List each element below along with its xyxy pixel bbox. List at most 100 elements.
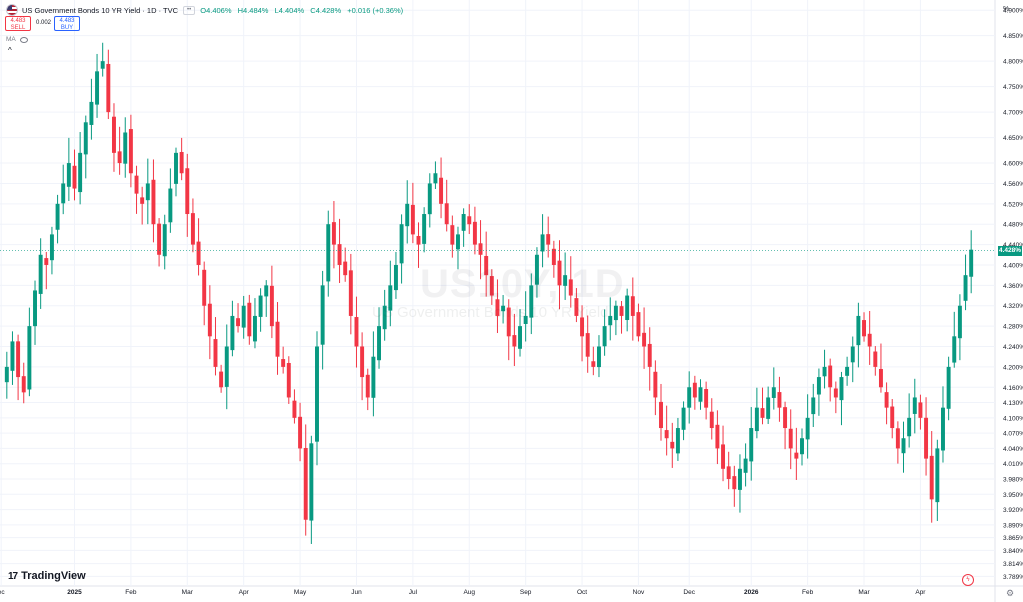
y-tick-label: 4.010%: [1003, 461, 1023, 468]
y-tick-label: 3.890%: [1003, 522, 1023, 529]
candle-body: [326, 224, 331, 282]
candle-body: [309, 443, 314, 521]
candle-body: [540, 234, 545, 252]
x-tick-label: May: [294, 589, 307, 596]
candle-body: [207, 303, 212, 337]
sell-price: 4.483: [10, 18, 26, 24]
candle-body: [44, 258, 49, 265]
collapse-icon[interactable]: ^: [8, 46, 12, 55]
tradingview-logo-icon: 17: [8, 570, 18, 582]
candle-body: [100, 61, 105, 69]
candle-body: [783, 407, 788, 429]
candle-body: [574, 298, 579, 316]
candle-body: [709, 411, 714, 429]
candle-body: [935, 448, 940, 503]
candle-body: [642, 332, 647, 347]
y-tick-label: 4.280%: [1003, 324, 1023, 331]
gear-icon[interactable]: ⚙: [1006, 588, 1015, 598]
tradingview-logo[interactable]: 17 TradingView: [8, 570, 86, 582]
candle-body: [726, 466, 731, 479]
candle-body: [168, 188, 173, 223]
candle-body: [760, 408, 765, 418]
candle-body: [636, 312, 641, 337]
watermark-symbol: US10Y, 1D: [420, 262, 625, 306]
candle-body: [478, 243, 483, 255]
candle-body: [563, 275, 568, 286]
ma-indicator[interactable]: MA: [6, 36, 28, 43]
candle-body: [512, 335, 517, 347]
x-tick-label: Oct: [577, 589, 587, 596]
candle-body: [862, 320, 867, 337]
candle-body: [55, 203, 60, 230]
y-tick-label: 4.850%: [1003, 33, 1023, 40]
eye-icon[interactable]: [19, 36, 28, 43]
more-icon[interactable]: ••: [183, 5, 196, 15]
candle-body: [895, 428, 900, 449]
candle-body: [461, 214, 466, 231]
candle-body: [230, 315, 235, 351]
candle-body: [365, 374, 370, 398]
sell-button[interactable]: 4.483 SELL: [5, 16, 31, 31]
candle-body: [901, 438, 906, 454]
candle-body: [924, 417, 929, 459]
candle-body: [890, 406, 895, 429]
lightning-icon[interactable]: ϟ: [962, 574, 974, 586]
candle-body: [422, 214, 427, 244]
x-tick-label: 2025: [67, 589, 82, 596]
candle-body: [117, 151, 122, 164]
candle-body: [828, 365, 833, 388]
candle-body: [151, 179, 156, 225]
candle-body: [286, 363, 291, 398]
candle-body: [269, 285, 274, 327]
candle-body: [371, 356, 376, 398]
sell-label: SELL: [10, 25, 26, 31]
y-tick-label: 3.950%: [1003, 492, 1023, 499]
candle-body: [416, 235, 421, 245]
candle-body: [106, 63, 111, 113]
candle-body: [247, 302, 252, 337]
candle-body: [506, 307, 511, 337]
candle-body: [433, 173, 438, 184]
candle-body: [811, 397, 816, 415]
x-tick-label: Feb: [802, 589, 814, 596]
candle-body: [162, 224, 167, 257]
candle-body: [123, 132, 128, 164]
symbol-title[interactable]: US Government Bonds 10 YR Yield · 1D · T…: [22, 5, 179, 15]
candle-body: [704, 389, 709, 408]
y-tick-label: 3.789%: [1003, 574, 1023, 581]
candle-body: [585, 333, 590, 357]
candle-body: [377, 326, 382, 361]
candle-body: [884, 392, 889, 408]
candle-body: [72, 165, 77, 189]
candle-body: [467, 216, 472, 225]
ohlc-values: O4.406% H4.484% L4.404% C4.428% +0.016 (…: [200, 6, 407, 15]
candle-body: [912, 397, 917, 414]
x-tick-label: Dec: [683, 589, 695, 596]
candle-body: [546, 234, 551, 245]
x-tick-label: Feb: [125, 589, 137, 596]
candle-body: [630, 296, 635, 316]
x-tick-label: Jul: [409, 589, 418, 596]
candle-body: [275, 321, 280, 357]
candle-body: [202, 269, 207, 306]
candle-body: [608, 315, 613, 326]
candle-body: [845, 366, 850, 376]
current-price-label: 4.428%: [998, 245, 1022, 256]
candle-body: [596, 346, 601, 368]
y-tick-label: 4.070%: [1003, 431, 1023, 438]
buy-button[interactable]: 4.483 BUY: [54, 16, 80, 31]
candle-body: [190, 213, 195, 245]
candle-body: [360, 346, 365, 378]
candle-body: [393, 264, 398, 291]
x-tick-label: Jun: [351, 589, 362, 596]
candle-body: [292, 400, 297, 418]
candle-body: [941, 407, 945, 451]
candle-body: [749, 428, 754, 462]
buy-price: 4.483: [59, 18, 75, 24]
candle-body: [61, 183, 66, 204]
candle-body: [38, 254, 43, 294]
candle-body: [732, 476, 737, 490]
candle-body: [805, 417, 810, 440]
y-tick-label: 4.360%: [1003, 283, 1023, 290]
